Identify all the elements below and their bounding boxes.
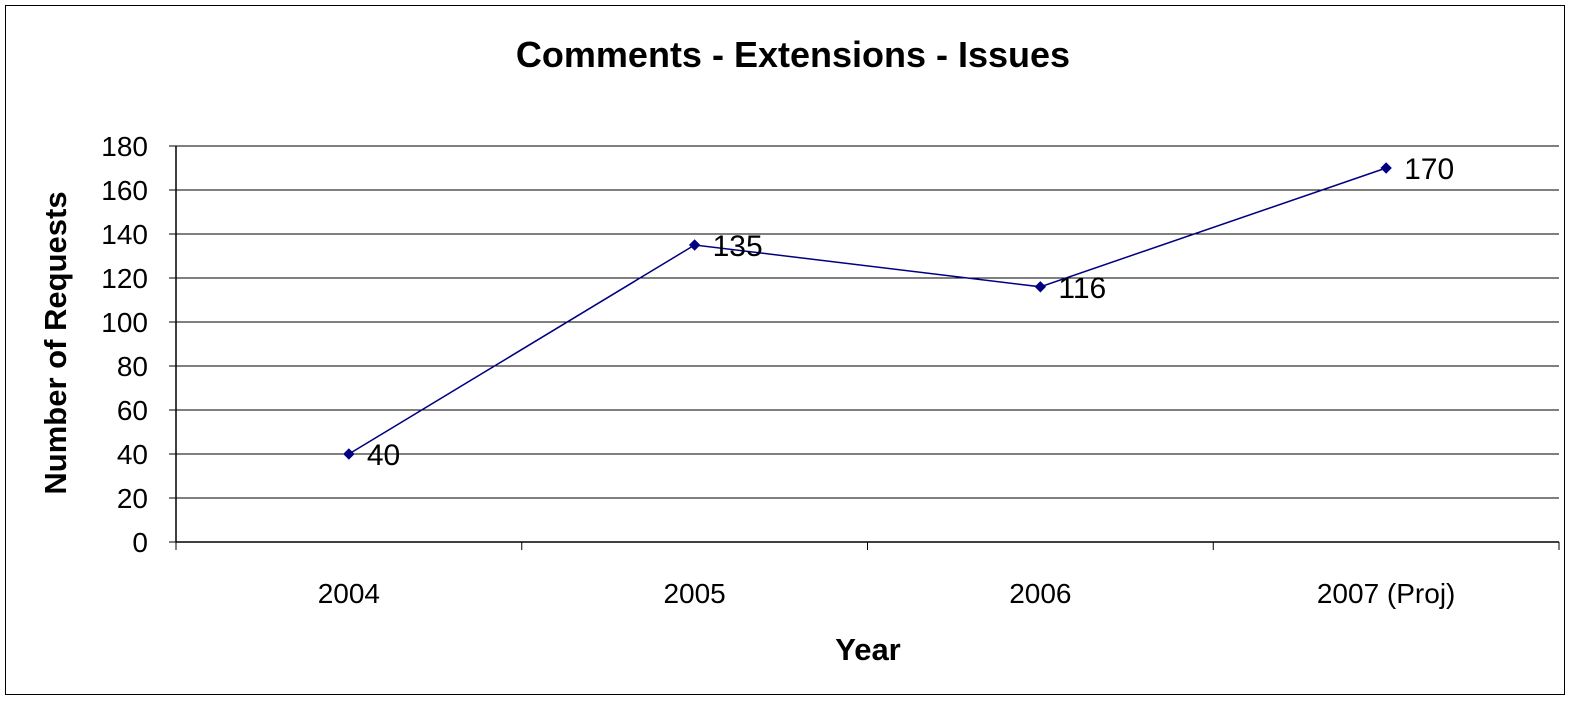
x-axis-title: Year <box>835 632 901 667</box>
data-point <box>1380 162 1392 174</box>
y-tick-label: 120 <box>101 263 148 294</box>
x-tick-label: 2005 <box>663 578 725 609</box>
y-tick-label: 80 <box>117 351 148 382</box>
y-tick-label: 100 <box>101 307 148 338</box>
series-line <box>348 167 1387 455</box>
data-label: 170 <box>1404 153 1454 186</box>
gridlines <box>176 145 1559 499</box>
y-tick-label: 160 <box>101 175 148 206</box>
data-label: 135 <box>713 230 763 263</box>
y-axis-title: Number of Requests <box>38 191 73 494</box>
y-tick-label: 140 <box>101 219 148 250</box>
y-tick-labels: 0 20 40 60 80 100 120 140 160 180 <box>101 131 148 558</box>
chart-frame <box>5 5 1565 695</box>
axes <box>169 145 1560 550</box>
data-label: 40 <box>367 439 400 472</box>
series <box>343 162 1392 460</box>
y-tick-label: 180 <box>101 131 148 162</box>
x-tick-label: 2006 <box>1009 578 1071 609</box>
y-tick-label: 0 <box>132 527 148 558</box>
data-point <box>1034 281 1047 293</box>
y-tick-label: 60 <box>117 395 148 426</box>
data-label: 116 <box>1058 272 1106 305</box>
chart-title: Comments - Extensions - Issues <box>516 34 1070 75</box>
x-tick-labels: 2004 2005 2006 2007 (Proj) <box>318 578 1456 609</box>
data-labels: 40 135 116 170 <box>367 153 1454 472</box>
x-tick-label: 2007 (Proj) <box>1317 578 1456 609</box>
data-point <box>688 239 701 251</box>
y-tick-label: 40 <box>117 439 148 470</box>
y-tick-label: 20 <box>117 483 148 514</box>
x-tick-label: 2004 <box>318 578 380 609</box>
data-point <box>343 448 355 460</box>
